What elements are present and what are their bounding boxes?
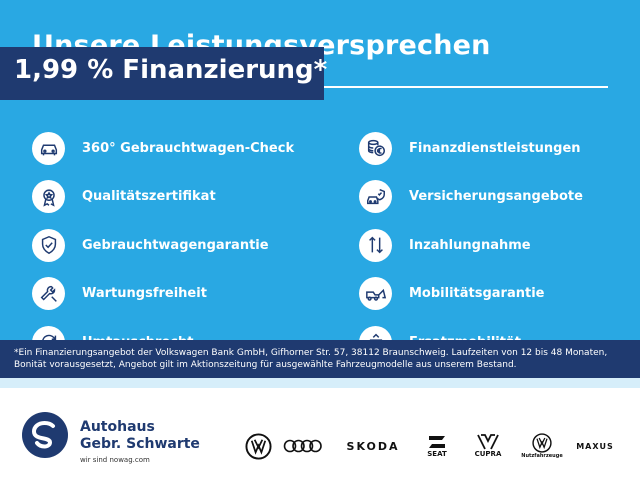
- cupra-logo[interactable]: CUPRA: [468, 432, 508, 460]
- tow-truck-icon: [359, 277, 392, 311]
- audi-logo-icon[interactable]: [283, 432, 323, 460]
- volkswagen-logo-icon[interactable]: [243, 432, 273, 460]
- skoda-logo[interactable]: SKODA: [341, 432, 405, 460]
- service-label: Inzahlungnahme: [409, 237, 531, 253]
- financing-disclaimer: *Ein Finanzierungsangebot der Volkswagen…: [0, 340, 640, 378]
- car-check-icon: [32, 131, 65, 165]
- footer-strip: [0, 378, 640, 388]
- service-item-gebrauchtwagen-check[interactable]: 360° Gebrauchtwagen-Check: [32, 124, 294, 173]
- trade-in-arrows-icon: [359, 228, 392, 262]
- dealer-logo-icon[interactable]: [22, 412, 68, 458]
- service-item-mobilitaetsgarantie[interactable]: Mobilitätsgarantie: [359, 270, 583, 319]
- service-item-versicherungsangebote[interactable]: Versicherungsangebote: [359, 173, 583, 222]
- service-item-gebrauchtwagengarantie[interactable]: Gebrauchtwagengarantie: [32, 221, 294, 270]
- dealer-name-line2: Gebr. Schwarte: [80, 436, 200, 452]
- wrench-icon: [32, 277, 65, 311]
- vw-commercial-logo[interactable]: Nutzfahrzeuge: [520, 432, 564, 460]
- seat-emblem-icon: [429, 436, 445, 448]
- coins-euro-icon: [359, 131, 392, 165]
- skoda-wordmark: SKODA: [346, 439, 400, 453]
- cupra-emblem-icon: [477, 434, 499, 450]
- services-right-column: Finanzdienstleistungen Versicherungsange…: [359, 124, 583, 367]
- dealer-footer: [0, 378, 640, 480]
- maxus-wordmark: MAXUS: [576, 441, 614, 451]
- dealer-name-line1: Autohaus: [80, 419, 155, 435]
- seat-wordmark: SEAT: [427, 450, 447, 458]
- service-label: Qualitätszertifikat: [82, 189, 216, 205]
- service-label: Gebrauchtwagengarantie: [82, 237, 269, 253]
- cupra-wordmark: CUPRA: [474, 450, 502, 458]
- service-item-finanzdienstleistungen[interactable]: Finanzdienstleistungen: [359, 124, 583, 173]
- financing-offer-badge[interactable]: 1,99 % Finanzierung*: [0, 47, 327, 100]
- vw-commercial-wordmark: Nutzfahrzeuge: [521, 453, 563, 459]
- shield-check-icon: [32, 228, 65, 262]
- service-label: Finanzdienstleistungen: [409, 140, 581, 156]
- seat-logo[interactable]: SEAT: [420, 432, 454, 460]
- promo-banner: Unsere Leistungsversprechen 1,99 % Finan…: [0, 30, 640, 378]
- vw-commercial-emblem-icon: [532, 433, 552, 453]
- service-item-wartungsfreiheit[interactable]: Wartungsfreiheit: [32, 270, 294, 319]
- service-label: Versicherungsangebote: [409, 189, 583, 205]
- certificate-icon: [32, 180, 65, 214]
- service-label: Mobilitätsgarantie: [409, 286, 545, 302]
- service-item-inzahlungnahme[interactable]: Inzahlungnahme: [359, 221, 583, 270]
- service-label: 360° Gebrauchtwagen-Check: [82, 140, 295, 156]
- service-item-qualitaetszertifikat[interactable]: Qualitätszertifikat: [32, 173, 294, 222]
- services-left-column: 360° Gebrauchtwagen-Check Qualitätszerti…: [32, 124, 294, 367]
- car-insurance-icon: [359, 180, 392, 214]
- maxus-logo[interactable]: MAXUS: [570, 432, 620, 460]
- dealer-tagline: wir sind nowag.com: [80, 456, 150, 464]
- service-label: Wartungsfreiheit: [82, 286, 207, 302]
